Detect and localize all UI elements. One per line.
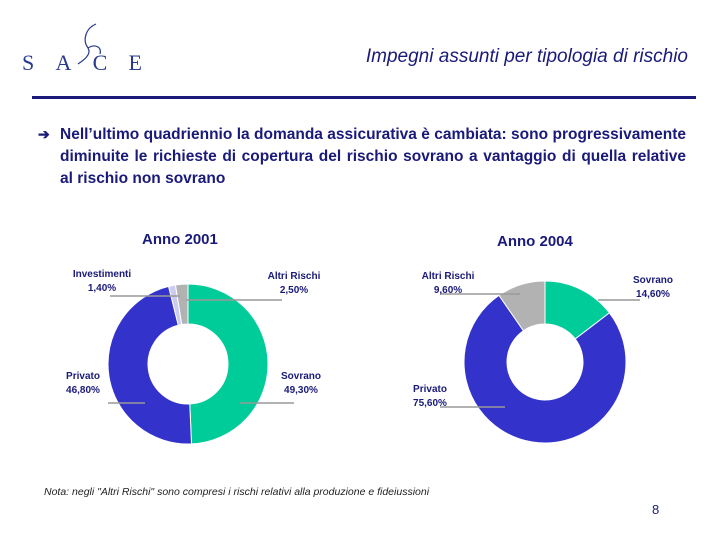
page-title: Impegni assunti per tipologia di rischio [365, 46, 688, 67]
label-2004-privato: Privato 75,60% [402, 383, 458, 411]
label-2004-privato-value: 75,60% [413, 398, 447, 409]
arrow-bullet-icon: ➔ [38, 126, 50, 142]
footnote: Nota: negli "Altri Rischi" sono compresi… [44, 486, 430, 498]
label-2001-investimenti-value: 1,40% [87, 283, 117, 294]
label-2001-sovrano: Sovrano 49,30% [265, 370, 337, 398]
slice-sovrano [187, 283, 269, 445]
label-2001-altri-value: 2,50% [279, 285, 309, 296]
label-2004-sovrano-value: 14,60% [636, 289, 670, 300]
label-2001-altri: Altri Rischi 2,50% [252, 270, 336, 298]
label-2001-investimenti: Investimenti 1,40% [52, 268, 152, 296]
label-2004-altri: Altri Rischi 9,60% [412, 270, 484, 298]
label-2001-privato: Privato 46,80% [48, 370, 118, 398]
leader-lines [108, 293, 640, 408]
label-2001-sovrano-name: Sovrano [280, 371, 321, 382]
label-2004-altri-name: Altri Rischi [421, 271, 475, 282]
label-2004-sovrano: Sovrano 14,60% [618, 274, 688, 302]
logo-letter-s: S [22, 50, 35, 75]
label-2001-investimenti-name: Investimenti [72, 269, 132, 280]
label-2004-altri-value: 9,60% [433, 285, 463, 296]
label-2004-sovrano-name: Sovrano [632, 275, 673, 286]
page-number: 8 [652, 502, 660, 517]
logo-letter-a: A [55, 50, 72, 75]
label-2001-sovrano-value: 49,30% [284, 385, 318, 396]
donut-chart-2004 [463, 280, 627, 444]
bullet-text: Nell’ultimo quadriennio la domanda assic… [60, 126, 686, 187]
label-2001-altri-name: Altri Rischi [267, 271, 321, 282]
title-divider [32, 96, 696, 99]
logo-letter-e: E [128, 50, 142, 75]
chart-title-2001: Anno 2001 [142, 231, 218, 248]
logo-letter-c: C [92, 50, 108, 75]
donut-chart-2001 [107, 283, 269, 445]
slice-altri-rischi [174, 283, 189, 326]
slice-privato [107, 285, 193, 445]
chart-title-2004: Anno 2004 [497, 233, 573, 250]
logo-swirl-icon [77, 23, 101, 65]
label-2001-privato-value: 46,80% [66, 385, 100, 396]
sace-logo: S A C E [22, 20, 142, 80]
label-2004-privato-name: Privato [413, 384, 447, 395]
slice-privato [463, 294, 627, 444]
label-2001-privato-name: Privato [66, 371, 100, 382]
